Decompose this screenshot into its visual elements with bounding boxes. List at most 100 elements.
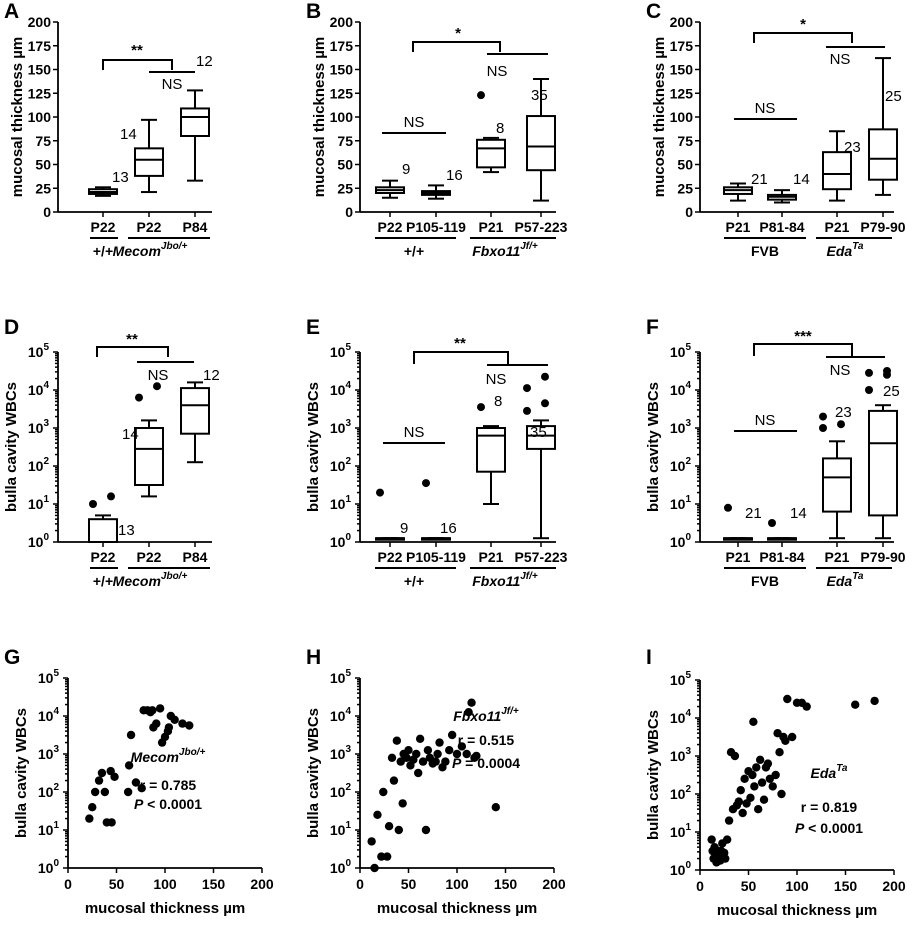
box-body — [134, 147, 164, 177]
outlier-point — [819, 412, 827, 421]
data-point — [178, 719, 187, 728]
data-point — [447, 730, 457, 740]
y-tick-base: 10 — [330, 382, 346, 398]
y-tick-label: 101 — [330, 494, 352, 512]
x-category-label: P57-223 — [515, 219, 568, 235]
panel-label: F — [646, 316, 659, 339]
n-label: 13 — [112, 169, 129, 186]
y-tick-label: 102 — [330, 456, 352, 474]
group-name: +/+ — [404, 573, 424, 589]
y-tick-label: 100 — [670, 532, 692, 550]
ns-label: NS — [486, 371, 507, 388]
outlier-point — [422, 479, 430, 488]
y-tick-label: 105 — [670, 670, 692, 688]
x-category-label: P105-119 — [406, 219, 466, 235]
y-axis-label: mucosal thickness µm — [9, 37, 26, 197]
data-point — [384, 822, 394, 831]
n-label: 14 — [793, 171, 810, 188]
box-1: 21 P21 — [723, 503, 762, 565]
outlier-point — [865, 368, 873, 377]
outlier-point — [153, 382, 161, 391]
significance-bracket — [102, 59, 173, 70]
y-tick-base: 10 — [330, 344, 346, 360]
y-tick-exponent: 0 — [345, 858, 351, 869]
y-tick-exponent: 3 — [685, 418, 691, 429]
data-point — [746, 793, 755, 802]
y-tick-exponent: 1 — [53, 820, 59, 831]
correlation-p: P < 0.0001 — [795, 820, 863, 836]
group-label: +/+ — [93, 243, 113, 259]
data-point — [452, 749, 462, 759]
y-tick-base: 10 — [670, 862, 686, 878]
data-point — [781, 736, 790, 745]
outlier-point — [89, 500, 97, 508]
y-tick-label: 75 — [35, 133, 51, 149]
panel-label: E — [306, 316, 320, 339]
box-2: 14 P22 — [122, 382, 164, 565]
p-symbol: P — [134, 796, 144, 812]
panel-label: B — [306, 0, 321, 23]
data-point — [783, 694, 792, 704]
correlation-r: r = 0.785 — [140, 777, 197, 793]
group-name: FVB — [751, 243, 779, 259]
panel-label: A — [4, 0, 19, 23]
strain-label: MecomJbo/+ — [131, 747, 206, 765]
group-name: Eda — [827, 573, 853, 589]
x-tick-label: 50 — [401, 876, 417, 892]
data-point — [431, 757, 440, 766]
data-point — [441, 757, 450, 766]
x-category-label: P22 — [91, 549, 116, 565]
box-body — [526, 115, 556, 172]
p-symbol: P — [452, 755, 462, 771]
data-point — [777, 789, 786, 799]
y-tick-exponent: 5 — [43, 342, 49, 353]
panel-label: H — [306, 646, 321, 669]
outlier-point — [768, 519, 776, 527]
y-tick-base: 10 — [28, 534, 44, 550]
y-tick-exponent: 4 — [53, 706, 59, 717]
n-label: 25 — [883, 383, 900, 400]
outlier-point — [865, 386, 873, 394]
x-category-label: P21 — [479, 549, 504, 565]
y-tick-base: 10 — [330, 458, 346, 474]
y-tick-label: 103 — [670, 746, 692, 764]
ns-label: NS — [148, 367, 169, 384]
x-tick-label: 0 — [64, 876, 72, 892]
data-point — [373, 810, 382, 819]
y-tick-exponent: 1 — [685, 822, 691, 833]
y-tick-exponent: 3 — [685, 746, 691, 757]
data-point — [851, 700, 860, 709]
y-tick-exponent: 1 — [43, 494, 49, 505]
group-superscript: Jf/+ — [520, 571, 538, 582]
group-label: MecomJbo/+ — [113, 571, 188, 589]
y-tick-exponent: 2 — [685, 456, 691, 467]
data-point — [398, 799, 407, 808]
group-label: MecomJbo/+ — [113, 241, 188, 259]
y-tick-base: 10 — [28, 382, 44, 398]
x-tick-label: 0 — [356, 876, 364, 892]
box-3: 23 P21 — [819, 404, 852, 565]
y-tick-exponent: 5 — [53, 668, 59, 679]
y-tick-label: 200 — [28, 14, 52, 30]
panel-label: C — [646, 0, 661, 23]
y-tick-label: 125 — [330, 85, 354, 101]
box-3: 23 P21 — [822, 130, 861, 235]
y-axis-label: mucosal thickness µm — [311, 37, 328, 197]
significance-stars: * — [455, 25, 461, 42]
data-point — [85, 814, 94, 823]
data-point — [736, 786, 745, 795]
x-tick-label: 50 — [109, 876, 125, 892]
y-tick-label: 101 — [38, 820, 60, 838]
y-tick-exponent: 1 — [345, 494, 351, 505]
data-point — [721, 854, 730, 863]
outlier-point — [523, 406, 531, 415]
group-name: +/+ — [93, 243, 113, 259]
y-tick-label: 200 — [330, 14, 354, 30]
group-superscript: Ta — [852, 241, 864, 252]
data-point — [775, 748, 784, 757]
y-tick-label: 104 — [670, 380, 692, 398]
